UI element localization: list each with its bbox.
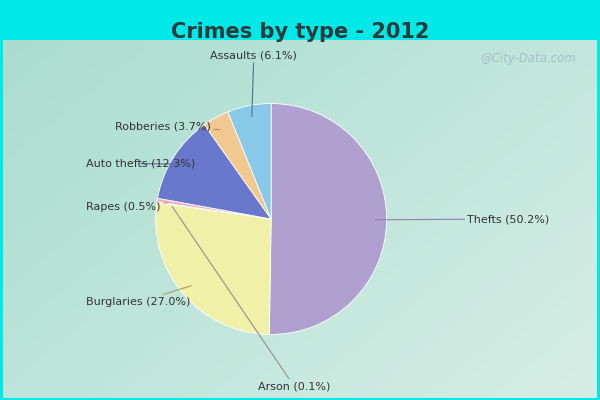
Text: Robberies (3.7%): Robberies (3.7%) [115, 122, 220, 132]
Text: Burglaries (27.0%): Burglaries (27.0%) [86, 286, 191, 307]
Wedge shape [158, 125, 271, 219]
Wedge shape [157, 198, 271, 219]
Text: Assaults (6.1%): Assaults (6.1%) [211, 50, 297, 116]
Text: Auto thefts (12.3%): Auto thefts (12.3%) [86, 158, 196, 168]
Wedge shape [157, 202, 271, 219]
Text: Rapes (0.5%): Rapes (0.5%) [86, 202, 168, 212]
Text: Crimes by type - 2012: Crimes by type - 2012 [171, 22, 429, 42]
Text: Arson (0.1%): Arson (0.1%) [172, 206, 331, 392]
Wedge shape [269, 104, 386, 334]
Text: @City-Data.com: @City-Data.com [480, 52, 576, 65]
Wedge shape [205, 112, 271, 219]
Wedge shape [155, 202, 271, 334]
Wedge shape [228, 104, 271, 219]
Text: Thefts (50.2%): Thefts (50.2%) [376, 214, 550, 224]
